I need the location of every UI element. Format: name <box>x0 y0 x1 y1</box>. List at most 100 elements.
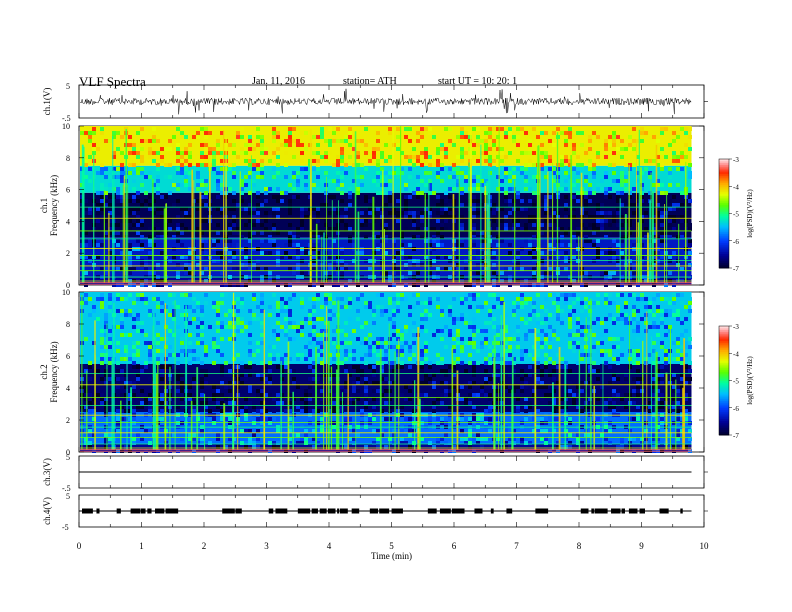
ch1-spectrogram-cell <box>572 207 576 211</box>
ch1-spectrogram-cell <box>264 191 268 195</box>
ch2-spectrogram-cell <box>148 345 152 349</box>
ch1-spectrogram-cell <box>436 171 440 175</box>
ch1-spectrogram-cell <box>620 155 624 159</box>
ch1-spectrogram-cell <box>612 215 616 219</box>
ch2-spectrogram-cell <box>192 381 196 385</box>
ch1-spectrogram-cell <box>412 215 416 219</box>
ch1-spectrogram-cell <box>436 203 440 207</box>
ch2-spectrogram-cell <box>84 397 88 401</box>
ch2-spectrogram-colorbar-cell <box>719 331 729 334</box>
ch1-spectrogram-cell <box>652 183 656 187</box>
ch1-spectrogram-cell <box>396 167 400 171</box>
ch1-spectrogram-cell <box>392 267 396 271</box>
ch1-spectrogram-cell <box>132 163 136 167</box>
ch1-spectrogram-cell <box>684 155 688 159</box>
ch2-spectrogram-cell <box>556 445 560 449</box>
ch2-spectrogram-cell <box>248 353 252 357</box>
ch1-spectrogram-cell <box>96 211 100 215</box>
ch1-spectrogram-cell <box>312 271 316 275</box>
ch2-spectrogram-cell <box>120 321 124 325</box>
ch2-spectrogram-cell <box>576 385 580 389</box>
ch1-spectrogram-cell <box>304 207 308 211</box>
ch2-spectrogram-cell <box>128 433 132 437</box>
ch1-spectrogram-cell <box>136 147 140 151</box>
ch2-spectrogram-colorbar-cell <box>719 424 729 427</box>
ch2-spectrogram-cell <box>276 441 280 445</box>
ch1-spectrogram-cell <box>100 215 104 219</box>
ch2-spectrogram-cell <box>452 357 456 361</box>
ch1-spectrogram-cell <box>612 251 616 255</box>
ch2-spectrogram-cell <box>256 389 260 393</box>
ch2-spectrogram-cell <box>92 341 96 345</box>
ch2-spectrogram-cell <box>312 301 316 305</box>
ch2-spectrogram-cell <box>552 429 556 433</box>
ch1-spectrogram-cell <box>104 271 108 275</box>
ch1-spectrogram-cell <box>116 215 120 219</box>
ch1-spectrogram-cell <box>204 255 208 259</box>
ch1-spectrogram-cell <box>632 247 636 251</box>
ch2-spectrogram-cell <box>272 329 276 333</box>
ch2-spectrogram-cell <box>576 401 580 405</box>
ch2-spectrogram-cell <box>632 309 636 313</box>
ch2-spectrogram-cell <box>496 373 500 377</box>
ch2-spectrogram-cell <box>600 333 604 337</box>
ch1-spectrogram-cell <box>376 235 380 239</box>
ch2-spectrogram-cell <box>348 301 352 305</box>
ch2-spectrogram-colorbar-cell <box>719 358 729 362</box>
ch2-spectrogram-cell <box>272 325 276 329</box>
ch2-spectrogram-cell <box>192 409 196 413</box>
ch1-spectrogram-cell <box>360 251 364 255</box>
ch1-spectrogram-cell <box>652 283 656 287</box>
ch1-spectrogram-cell <box>656 203 660 207</box>
ch1-spectrogram-cell <box>320 127 324 131</box>
ch2-spectrogram-cell <box>308 353 312 357</box>
ch2-spectrogram-cell <box>588 437 592 441</box>
ch2-spectrogram-cell <box>180 341 184 345</box>
ch2-spectrogram-cell <box>160 337 164 341</box>
ch2-spectrogram-cell <box>448 329 452 333</box>
ch1-spectrogram-cell <box>384 227 388 231</box>
ch1-spectrogram-cell <box>588 167 592 171</box>
ch2-spectrogram-cell <box>240 409 244 413</box>
ch2-spectrogram-cell <box>364 381 368 385</box>
ch2-spectrogram-cell <box>652 377 656 381</box>
ch1-spectrogram-cell <box>400 203 404 207</box>
ch2-spectrogram-cell <box>552 401 556 405</box>
ch2-spectrogram-cell <box>344 349 348 353</box>
ch2-spectrogram-cell <box>100 377 104 381</box>
ch2-spectrogram-cell <box>428 297 432 301</box>
ch3-waveform-ytick-top: 5 <box>66 453 70 462</box>
ch1-spectrogram-cell <box>380 211 384 215</box>
ch2-spectrogram-cell <box>412 293 416 297</box>
ch2-spectrogram-cell <box>632 377 636 381</box>
ch1-spectrogram-cell <box>532 259 536 263</box>
ch1-spectrogram-cell <box>172 255 176 259</box>
ch2-spectrogram-cell <box>572 309 576 313</box>
ch2-spectrogram-cell <box>400 297 404 301</box>
ch1-spectrogram-cell <box>196 183 200 187</box>
ch2-spectrogram-cell <box>652 361 656 365</box>
ch2-spectrogram-cell <box>100 337 104 341</box>
ch1-spectrogram-cell <box>364 151 368 155</box>
ch1-spectrogram-cell <box>296 251 300 255</box>
ch1-spectrogram-cell <box>592 215 596 219</box>
ch1-spectrogram-cell <box>128 263 132 267</box>
ch2-spectrogram-cell <box>600 353 604 357</box>
ch2-spectrogram-cell <box>612 405 616 409</box>
ch1-spectrogram-cell <box>232 163 236 167</box>
ch1-spectrogram-cell <box>320 155 324 159</box>
ch2-spectrogram-colorbar-cell <box>719 404 729 407</box>
ch1-spectrogram-cell <box>532 247 536 251</box>
ch2-spectrogram-colorbar-cell <box>719 364 729 367</box>
ch2-spectrogram-cell <box>200 341 204 345</box>
ch1-spectrogram-colorbar-cell <box>719 231 729 234</box>
ch1-spectrogram-cell <box>348 191 352 195</box>
ch1-spectrogram-cell <box>608 259 612 263</box>
ch1-spectrogram-cell <box>540 151 544 155</box>
ch1-spectrogram-cell <box>472 235 476 239</box>
ch1-spectrogram-cell <box>88 139 92 143</box>
ch1-spectrogram-cell <box>392 263 396 267</box>
ch1-spectrogram-cell <box>572 143 576 147</box>
ch1-spectrogram-cell <box>664 235 668 239</box>
ch1-spectrogram-cell <box>240 151 244 155</box>
